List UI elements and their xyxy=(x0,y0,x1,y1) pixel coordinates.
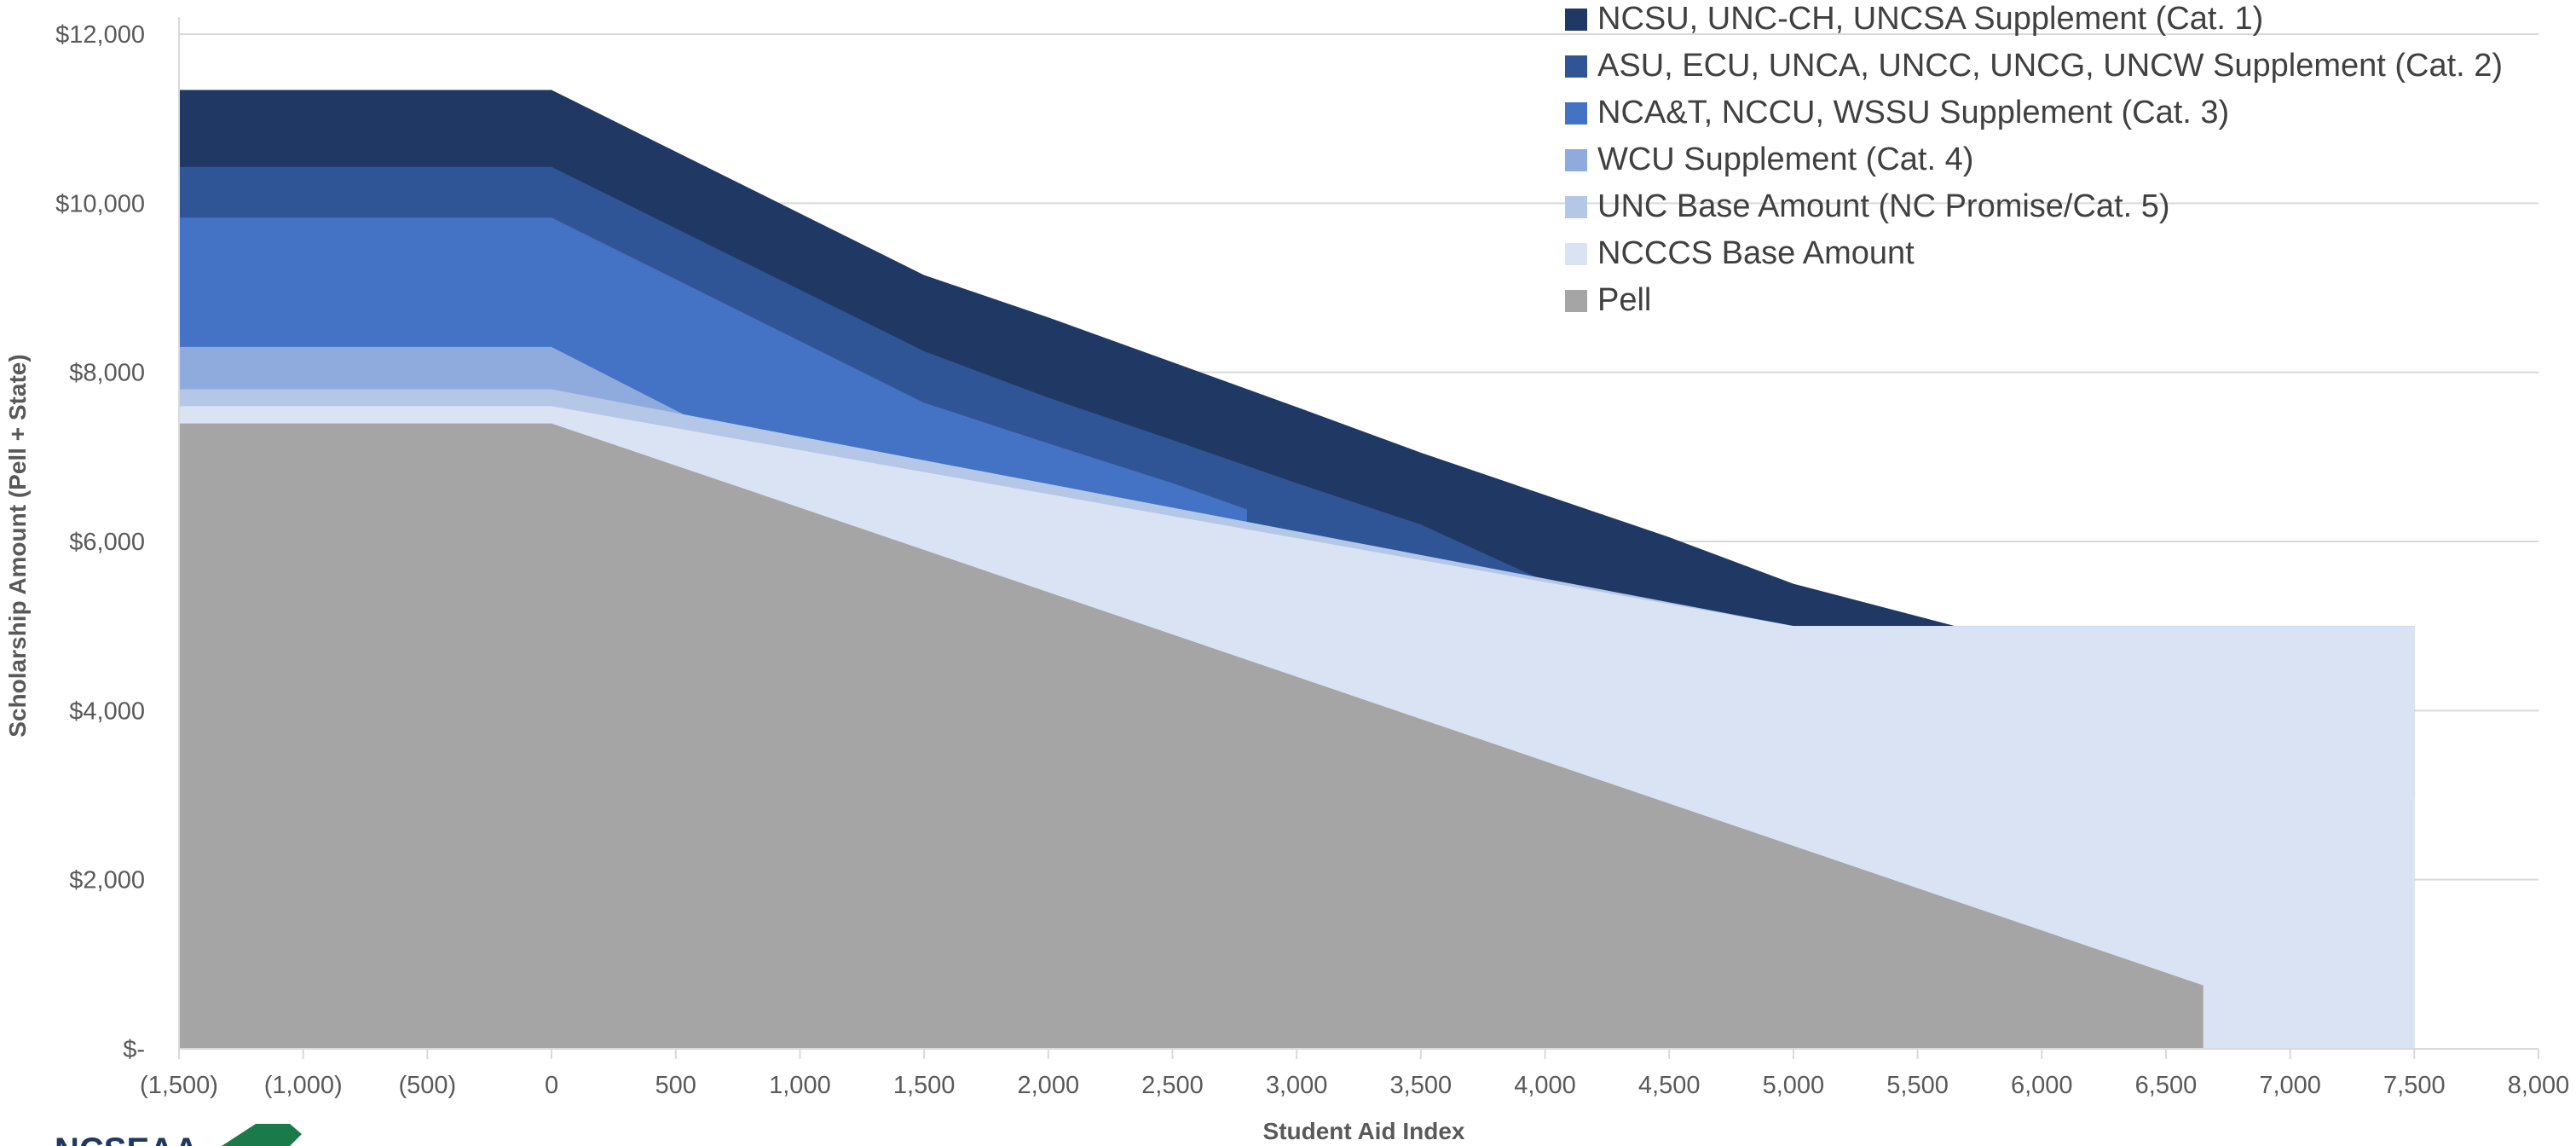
x-tick-label: 4,500 xyxy=(1638,1072,1701,1099)
y-tick-label: $6,000 xyxy=(69,529,145,556)
axes xyxy=(178,17,2538,1050)
x-tick-label: 5,000 xyxy=(1763,1072,1825,1099)
y-tick-label: $4,000 xyxy=(69,697,145,725)
y-tick-label: $10,000 xyxy=(55,190,145,217)
x-tick-label: 6,500 xyxy=(2135,1072,2198,1099)
x-tick-label: 2,000 xyxy=(1018,1072,1080,1099)
legend-label: NCCCS Base Amount xyxy=(1597,235,1915,271)
y-axis-ticks: $- $2,000 $4,000 $6,000 $8,000 $10,000 $12,000 xyxy=(55,21,145,1063)
legend-label: Pell xyxy=(1597,282,1651,318)
x-tick-label: 3,000 xyxy=(1266,1072,1328,1099)
legend-swatch xyxy=(1565,149,1587,171)
x-tick-label: 5,500 xyxy=(1886,1072,1949,1099)
legend-label: NCSU, UNC-CH, UNCSA Supplement (Cat. 1) xyxy=(1597,1,2263,37)
x-tick-label: 4,000 xyxy=(1514,1072,1576,1099)
ncseaa-logo: NCSEAA xyxy=(55,1124,302,1146)
legend-label: ASU, ECU, UNCA, UNCC, UNCG, UNCW Supplem… xyxy=(1597,48,2503,84)
series-areas xyxy=(179,90,2415,1050)
y-tick-label: $12,000 xyxy=(55,21,145,49)
legend-swatch xyxy=(1565,9,1587,31)
area-pell xyxy=(179,423,2203,1050)
legend-swatch xyxy=(1565,55,1587,78)
y-tick-label: $8,000 xyxy=(69,360,145,387)
x-tick-label: (1,000) xyxy=(264,1072,343,1099)
x-tick-label: 500 xyxy=(656,1072,696,1099)
legend-swatch xyxy=(1565,102,1587,124)
legend-label: UNC Base Amount (NC Promise/Cat. 5) xyxy=(1597,188,2170,224)
y-axis-title: Scholarship Amount (Pell + State) xyxy=(4,354,31,737)
x-tick-label: (1,500) xyxy=(140,1072,218,1099)
x-tick-label: (500) xyxy=(399,1072,457,1099)
x-axis-ticks: (1,500) (1,000) (500) 0 500 1,000 1,500 2,000 2,… xyxy=(140,1049,2569,1099)
x-axis-title: Student Aid Index xyxy=(1263,1118,1465,1144)
x-tick-label: 1,000 xyxy=(769,1072,831,1099)
x-tick-label: 7,000 xyxy=(2259,1072,2321,1099)
x-tick-label: 6,000 xyxy=(2011,1072,2073,1099)
x-tick-label: 7,500 xyxy=(2383,1072,2446,1099)
logo-text: NCSEAA xyxy=(55,1132,199,1146)
legend-swatch xyxy=(1565,243,1587,265)
legend: NCSU, UNC-CH, UNCSA Supplement (Cat. 1) A… xyxy=(1565,1,2503,318)
legend-swatch xyxy=(1565,290,1587,312)
legend-swatch xyxy=(1565,196,1587,218)
logo-swoosh xyxy=(222,1124,302,1146)
legend-label: WCU Supplement (Cat. 4) xyxy=(1597,142,1973,177)
x-tick-label: 3,500 xyxy=(1390,1072,1453,1099)
x-tick-label: 2,500 xyxy=(1141,1072,1204,1099)
x-tick-label: 1,500 xyxy=(893,1072,956,1099)
x-tick-label: 8,000 xyxy=(2508,1072,2570,1099)
y-tick-label: $2,000 xyxy=(69,867,145,894)
y-tick-label: $- xyxy=(123,1036,145,1063)
legend-label: NCA&T, NCCU, WSSU Supplement (Cat. 3) xyxy=(1597,95,2229,130)
x-tick-label: 0 xyxy=(545,1072,558,1099)
